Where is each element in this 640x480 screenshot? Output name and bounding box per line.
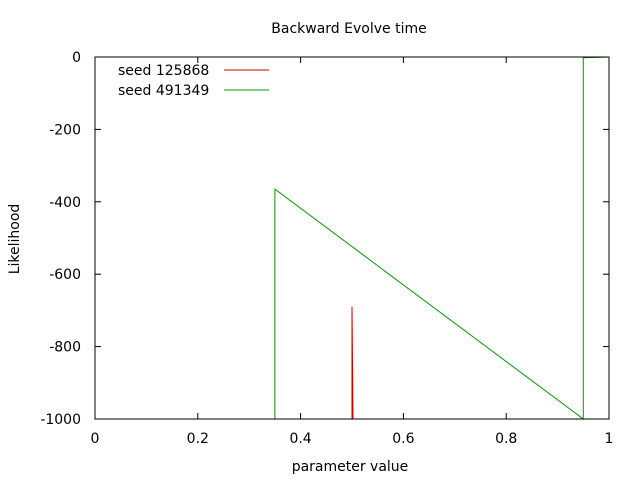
legend-label: seed 125868 xyxy=(118,63,209,79)
y-tick-label: -600 xyxy=(49,267,81,283)
x-axis-label: parameter value xyxy=(292,459,409,475)
x-tick-label: 1 xyxy=(605,431,614,447)
axis-ticks: 0 0.2 0.4 0.6 0.8 1 0 -200 -400 -600 -800 -1000 xyxy=(40,50,613,447)
y-axis-label: Likelihood xyxy=(7,204,23,275)
y-tick-label: -1000 xyxy=(40,412,81,428)
y-tick-label: -400 xyxy=(49,195,81,211)
x-tick-label: 0.8 xyxy=(495,431,517,447)
x-tick-label: 0.2 xyxy=(187,431,209,447)
chart-title: Backward Evolve time xyxy=(271,21,426,37)
plot-frame xyxy=(94,56,610,420)
series-line-1 xyxy=(351,306,354,420)
series-layer xyxy=(274,56,610,420)
legend: seed 125868 seed 491349 xyxy=(118,63,269,99)
y-tick-label: -200 xyxy=(49,122,81,138)
y-tick-label: 0 xyxy=(72,50,81,66)
series-line-2 xyxy=(274,56,610,420)
x-tick-label: 0.6 xyxy=(392,431,414,447)
legend-label: seed 491349 xyxy=(118,83,209,99)
y-tick-label: -800 xyxy=(49,340,81,356)
x-tick-label: 0 xyxy=(91,431,100,447)
x-tick-label: 0.4 xyxy=(289,431,311,447)
